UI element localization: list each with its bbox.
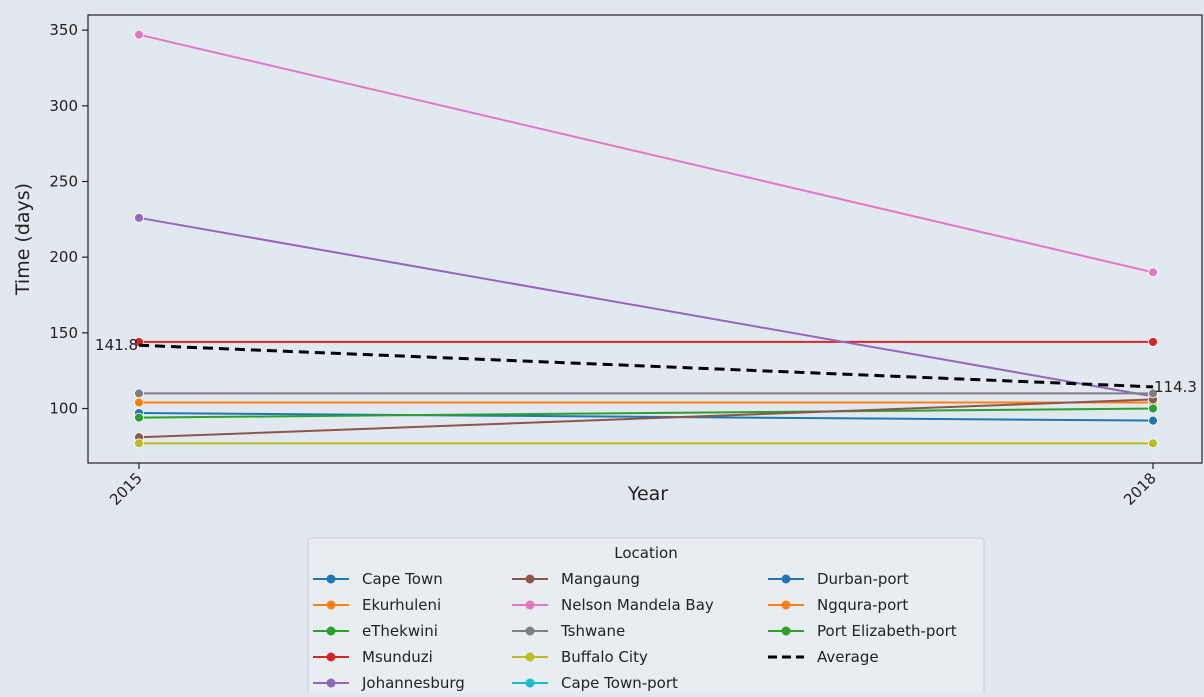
- y-tick-label: 150: [49, 324, 78, 342]
- data-point-msunduzi-2018: [1148, 337, 1158, 347]
- data-point-tshwane-2015: [134, 388, 144, 399]
- legend-item-average: Average: [768, 648, 879, 666]
- legend-label: Johannesburg: [361, 674, 465, 692]
- legend-marker-cape-town-port: [525, 678, 535, 688]
- legend-marker-port-elizabeth-port: [781, 626, 791, 636]
- y-tick-label: 200: [49, 248, 78, 266]
- series-line-nelson-mandela-bay: [138, 33, 1154, 274]
- legend-label: Cape Town-port: [561, 674, 678, 692]
- legend-label: Buffalo City: [561, 648, 648, 666]
- legend-item-johannesburg: Johannesburg: [313, 674, 465, 692]
- series-line-average: [138, 343, 1154, 389]
- series-line-ethekwini: [138, 407, 1154, 419]
- data-point-johannesburg-2015: [134, 212, 144, 223]
- legend-label: Mangaung: [561, 570, 640, 588]
- data-point-nelson-mandela-bay-2015: [134, 29, 144, 40]
- x-tick-label: 2018: [1120, 469, 1160, 509]
- legend-label: Average: [817, 648, 879, 666]
- annotation-label: 114.3: [1154, 378, 1197, 396]
- legend-label: Durban-port: [817, 570, 909, 588]
- legend: Location Cape Town Ekurhuleni eThekwini Msun…: [307, 537, 985, 697]
- series-line-cape-town: [138, 412, 1154, 422]
- legend-marker-msunduzi: [326, 652, 336, 662]
- data-point-nelson-mandela-bay-2018: [1148, 267, 1158, 278]
- legend-marker-ngqura-port: [781, 600, 791, 610]
- legend-marker-mangaung: [525, 574, 535, 584]
- legend-item-nelson-mandela-bay: Nelson Mandela Bay: [512, 596, 714, 614]
- x-tick-label: 2015: [106, 469, 146, 509]
- y-axis-title: Time (days): [12, 183, 34, 296]
- legend-marker-nelson-mandela-bay: [525, 600, 535, 610]
- legend-item-ekurhuleni: Ekurhuleni: [313, 596, 441, 614]
- data-point-buffalo-city-2015: [134, 438, 144, 449]
- legend-item-tshwane: Tshwane: [512, 622, 625, 640]
- y-tick-label: 350: [49, 21, 78, 39]
- legend-label: Msunduzi: [362, 648, 433, 666]
- legend-title: Location: [614, 544, 677, 562]
- legend-box: [307, 537, 985, 697]
- data-point-cape-town-2018: [1148, 415, 1158, 426]
- data-point-tshwane-2018: [1148, 388, 1158, 399]
- legend-marker-durban-port: [781, 574, 791, 584]
- series-line-mangaung: [138, 398, 1154, 439]
- series-line-johannesburg: [138, 216, 1154, 398]
- legend-marker-johannesburg: [326, 678, 336, 688]
- data-point-ethekwini-2015: [134, 412, 144, 423]
- legend-label: eThekwini: [362, 622, 438, 640]
- annotation-label: 141.8: [95, 336, 138, 354]
- legend-label: Cape Town: [362, 570, 443, 588]
- y-tick-label: 300: [49, 97, 78, 115]
- data-point-ethekwini-2018: [1148, 403, 1158, 414]
- legend-marker-ethekwini: [326, 626, 336, 636]
- legend-item-cape-town-port: Cape Town-port: [512, 674, 678, 692]
- legend-label: Ngqura-port: [817, 596, 908, 614]
- plot-area: [88, 15, 1202, 463]
- legend-item-cape-town: Cape Town: [313, 570, 443, 588]
- x-axis-title: Year: [627, 483, 668, 505]
- legend-item-ethekwini: eThekwini: [313, 622, 438, 640]
- legend-item-mangaung: Mangaung: [512, 570, 640, 588]
- axes-frame: [87, 14, 1203, 464]
- legend-item-buffalo-city: Buffalo City: [512, 648, 648, 666]
- legend-marker-cape-town: [326, 574, 336, 584]
- legend-label: Tshwane: [560, 622, 625, 640]
- data-point-buffalo-city-2018: [1148, 438, 1158, 449]
- legend-item-msunduzi: Msunduzi: [313, 648, 433, 666]
- legend-label: Ekurhuleni: [362, 596, 441, 614]
- legend-item-ngqura-port: Ngqura-port: [768, 596, 908, 614]
- legend-marker-buffalo-city: [525, 652, 535, 662]
- legend-label: Nelson Mandela Bay: [561, 596, 714, 614]
- data-point-ekurhuleni-2015: [134, 397, 144, 408]
- legend-marker-ekurhuleni: [326, 600, 336, 610]
- y-tick-label: 100: [49, 400, 78, 418]
- legend-marker-tshwane: [525, 626, 535, 636]
- legend-item-durban-port: Durban-port: [768, 570, 909, 588]
- legend-label: Port Elizabeth-port: [817, 622, 957, 640]
- y-tick-label: 250: [49, 172, 78, 190]
- legend-item-port-elizabeth-port: Port Elizabeth-port: [768, 622, 957, 640]
